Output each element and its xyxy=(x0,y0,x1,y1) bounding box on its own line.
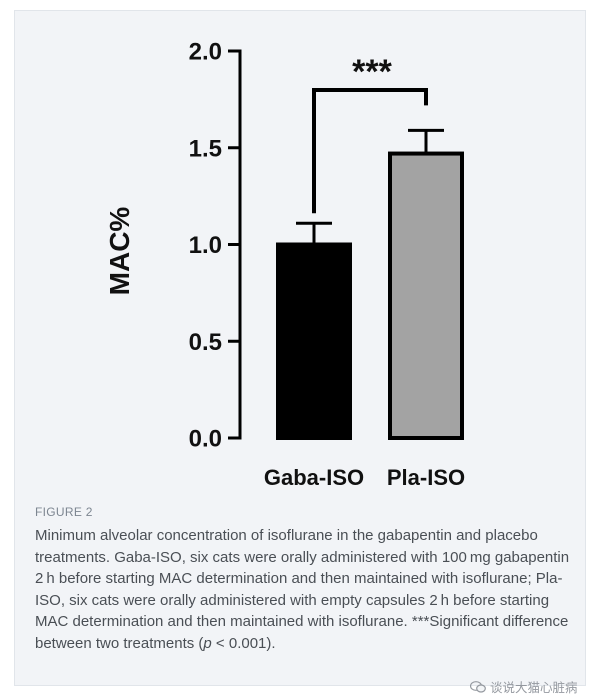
caption-text-end: < 0.001). xyxy=(211,634,276,652)
figure-caption: Minimum alveolar concentration of isoflu… xyxy=(35,525,583,654)
category-label: Pla-ISO xyxy=(387,465,465,490)
bar-gaba-iso xyxy=(276,242,352,440)
wechat-icon xyxy=(470,680,486,693)
y-axis-label: MAC% xyxy=(104,207,135,296)
y-tick-label: 0.0 xyxy=(189,426,222,453)
category-label: Gaba-ISO xyxy=(264,465,364,490)
y-tick-label: 0.5 xyxy=(189,329,222,356)
significance-label: *** xyxy=(352,53,392,91)
bar-pla-iso xyxy=(388,151,464,440)
watermark-text: 谈说大猫心脏病 xyxy=(490,681,578,695)
significance-bracket xyxy=(312,88,428,214)
y-tick-label: 2.0 xyxy=(189,39,222,66)
figure-card: MAC% *** 0.0 0.5 1.0 1.5 2.0 Gaba-ISO Pla-ISO… xyxy=(14,10,586,695)
y-tick-label: 1.5 xyxy=(189,135,222,162)
y-tick-label: 1.0 xyxy=(189,232,222,259)
caption-p-symbol: p xyxy=(203,634,212,652)
figure-label: FIGURE 2 xyxy=(35,505,93,519)
watermark: 谈说大猫心脏病 xyxy=(470,677,578,696)
caption-text: Minimum alveolar concentration of isoflu… xyxy=(35,527,570,652)
bar-chart: MAC% *** 0.0 0.5 1.0 1.5 2.0 Gaba-ISO Pla-ISO xyxy=(104,39,465,491)
